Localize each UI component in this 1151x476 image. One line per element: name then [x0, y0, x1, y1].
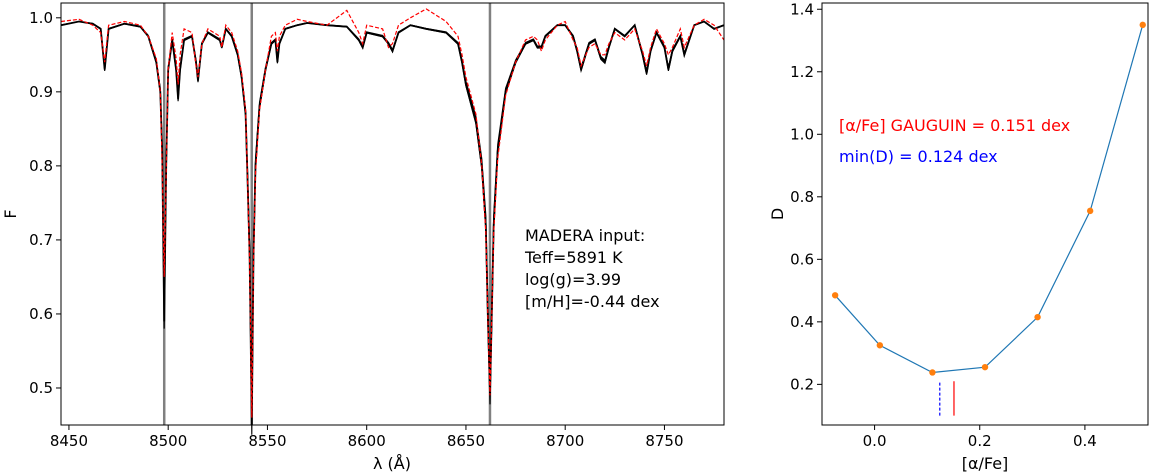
y-tick-label: 1.0: [790, 125, 814, 143]
y-tick-label: 0.8: [29, 157, 53, 175]
x-tick-label: 8500: [149, 432, 187, 450]
y-tick-label: 0.6: [29, 305, 53, 323]
d-series: [831, 21, 1146, 376]
y-tick-label: 0.7: [29, 231, 53, 249]
d-x-axis-label: [α/Fe]: [962, 454, 1009, 473]
spectrum-y-axis-label: F: [1, 209, 20, 218]
observed-spectrum-line: [60, 8, 725, 418]
spectrum-x-axis-label: λ (Å): [373, 454, 411, 473]
d-data-point: [1034, 313, 1041, 321]
model-spectrum-line: [60, 20, 725, 406]
min-d-label: min(D) = 0.124 dex: [839, 147, 998, 166]
annotation-line: log(g)=3.99: [525, 270, 621, 289]
spectrum-plot-frame: [60, 2, 725, 426]
d-data-point: [876, 342, 884, 349]
d-data-point: [1139, 21, 1146, 29]
y-tick-label: 0.6: [790, 250, 814, 268]
d-y-ticks: 0.2 0.4 0.6 0.8 1.0 1.2 1.4: [790, 0, 822, 393]
x-tick-label: 8600: [348, 432, 386, 450]
d-markers: [939, 381, 955, 416]
d-y-axis-label: D: [768, 208, 787, 220]
y-tick-label: 0.5: [29, 379, 53, 397]
d-data-point: [1086, 207, 1094, 215]
y-tick-label: 0.2: [790, 375, 814, 393]
x-tick-label: 0.4: [1073, 432, 1097, 450]
spectrum-series: [60, 8, 725, 435]
y-tick-label: 0.8: [790, 188, 814, 206]
spectrum-x-ticks: 8450 8500 8550 8600 8650 8700 8750: [50, 425, 684, 450]
d-x-ticks: 0.0 0.2 0.4: [863, 425, 1097, 450]
line-markers: [162, 3, 492, 425]
d-data-point: [929, 369, 936, 376]
x-tick-label: 8750: [645, 432, 683, 450]
spectrum-y-ticks: 0.5 0.6 0.7 0.8 0.9 1.0: [29, 9, 61, 397]
x-tick-label: 0.2: [968, 432, 992, 450]
d-data-point: [981, 363, 989, 371]
d-data-point: [831, 292, 839, 299]
model-spectrum-line: [60, 20, 725, 435]
annotation-line: MADERA input:: [525, 226, 645, 245]
d-plot-frame: [821, 2, 1149, 426]
model-spectrum-line: [60, 20, 725, 426]
x-tick-label: 8650: [447, 432, 485, 450]
y-tick-label: 1.0: [29, 9, 53, 27]
x-tick-label: 8700: [546, 432, 584, 450]
x-tick-label: 8550: [248, 432, 286, 450]
input-parameters-annotation: MADERA input: Teff=5891 K log(g)=3.99 [m…: [524, 226, 660, 311]
gauguin-result-label: [α/Fe] GAUGUIN = 0.151 dex: [839, 116, 1070, 135]
x-tick-label: 8450: [50, 432, 88, 450]
y-tick-label: 0.9: [29, 83, 53, 101]
x-tick-label: 0.0: [863, 432, 887, 450]
y-tick-label: 1.4: [790, 0, 814, 18]
annotation-line: [m/H]=-0.44 dex: [525, 292, 660, 311]
y-tick-label: 0.4: [790, 313, 814, 331]
d-curve-line: [834, 24, 1144, 374]
annotation-line: Teff=5891 K: [524, 248, 623, 267]
y-tick-label: 1.2: [790, 63, 814, 81]
d-panel: 0.0 0.2 0.4 0.2 0.4 0.6 0.8 1.0 1.2 1.4 [α/Fe] D…: [768, 0, 1149, 473]
model-spectrum-line: [60, 20, 725, 416]
spectrum-panel: 8450 8500 8550 8600 8650 8700 8750 0.50.60.70.…: [1, 2, 725, 473]
